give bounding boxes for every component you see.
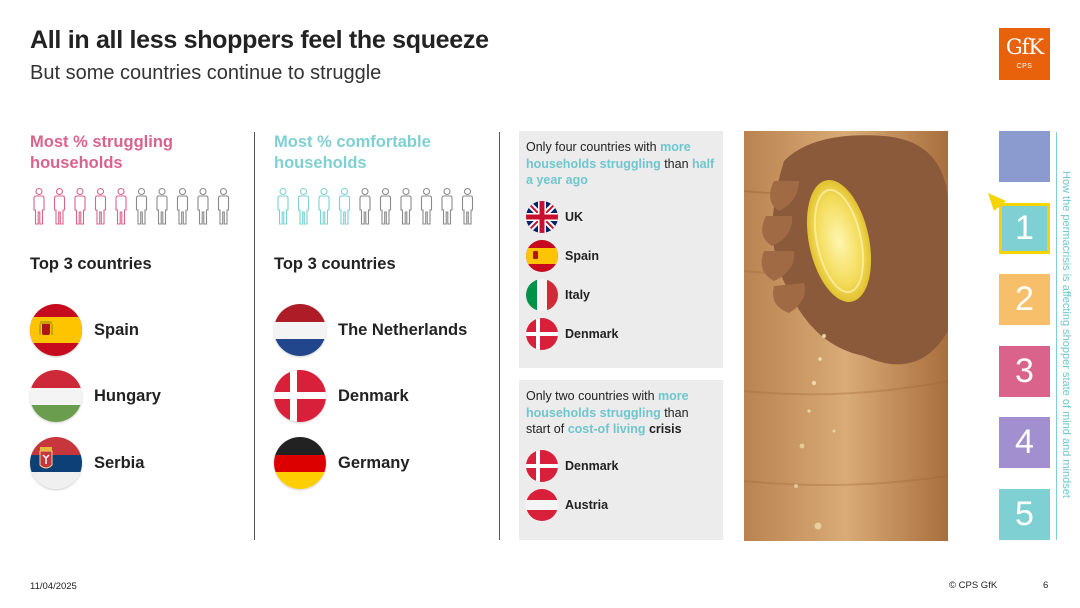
footer-date: 11/04/2025 (30, 581, 77, 592)
box-country-italy: Italy (526, 279, 590, 311)
struggling-country-spain: Spain (30, 304, 139, 356)
info-box-text: Only four countries with more households… (526, 140, 715, 187)
person-icon (461, 187, 474, 225)
nav-section-4[interactable]: 4 (999, 417, 1050, 468)
italy-flag-icon (526, 279, 558, 311)
box-country-denmark: Denmark (526, 318, 619, 350)
person-icon (277, 187, 289, 225)
info-box-cost-of-living: Only two countries with more households … (519, 380, 723, 540)
country-name: Spain (565, 249, 600, 263)
person-icon (359, 187, 371, 225)
comfortable-country-denmark: Denmark (274, 370, 409, 422)
box-country-spain: Spain (526, 240, 599, 272)
struggling-column: Most % struggling households Top 3 count… (30, 132, 260, 542)
person-icon (156, 187, 168, 225)
person-icon (53, 187, 66, 225)
person-icon (338, 187, 351, 225)
lemon-squeeze-photo (744, 131, 948, 541)
comfortable-people-pictogram (277, 187, 474, 225)
netherlands-flag-icon (274, 304, 326, 356)
country-name: Denmark (565, 327, 619, 341)
country-name: Denmark (565, 459, 619, 473)
nav-section-1[interactable]: 1 (999, 203, 1050, 254)
hungary-flag-icon (30, 370, 82, 422)
person-icon (297, 187, 310, 225)
gfk-logo: GfK CPS (999, 28, 1050, 80)
box-country-uk: UK (526, 201, 583, 233)
person-icon (197, 187, 209, 225)
nav-section-intro[interactable] (999, 131, 1050, 182)
comfortable-column: Most % comfortable households Top 3 coun… (274, 132, 504, 542)
info-box-half-year: Only four countries with more households… (519, 131, 723, 368)
footer-copyright: © CPS GfK (949, 580, 998, 591)
germany-flag-icon (274, 437, 326, 489)
denmark-flag-icon (526, 318, 558, 350)
box-country-austria: Austria (526, 489, 608, 521)
struggling-country-serbia: Serbia (30, 437, 144, 489)
nav-vertical-line (1056, 132, 1057, 540)
person-icon (420, 187, 433, 225)
serbia-flag-icon (30, 437, 82, 489)
page-title: All in all less shoppers feel the squeez… (30, 26, 489, 54)
column-divider (254, 132, 255, 540)
person-icon (135, 187, 148, 225)
person-icon (33, 187, 45, 225)
person-icon (74, 187, 86, 225)
country-name: Serbia (94, 453, 145, 472)
page-number: 6 (1043, 580, 1049, 591)
logo-subtext: CPS (1016, 63, 1033, 70)
country-name: The Netherlands (338, 320, 468, 339)
denmark-flag-icon (526, 450, 558, 482)
nav-section-2[interactable]: 2 (999, 274, 1050, 325)
nav-section-5[interactable]: 5 (999, 489, 1050, 540)
person-icon (94, 187, 107, 225)
struggling-people-pictogram (33, 187, 230, 225)
nav-vertical-caption: How the permacrisis is affecting shopper… (1060, 171, 1072, 498)
comfortable-heading: Most % comfortable households (274, 133, 431, 172)
struggling-top3-label: Top 3 countries (30, 255, 152, 273)
person-icon (176, 187, 189, 225)
person-icon (217, 187, 230, 225)
country-name: Hungary (94, 386, 161, 405)
comfortable-country-netherlands: The Netherlands (274, 304, 467, 356)
info-box-text: Only two countries with more households … (526, 389, 689, 436)
comfortable-country-germany: Germany (274, 437, 410, 489)
current-section-pointer-icon (988, 193, 1006, 211)
person-icon (115, 187, 127, 225)
austria-flag-icon (526, 489, 558, 521)
column-divider (499, 132, 500, 540)
box-country-denmark: Denmark (526, 450, 619, 482)
person-icon (318, 187, 330, 225)
uk-flag-icon (526, 201, 558, 233)
comfortable-top3-label: Top 3 countries (274, 255, 396, 273)
country-name: Germany (338, 453, 410, 472)
country-name: Austria (565, 498, 609, 512)
country-name: Denmark (338, 386, 409, 405)
country-name: UK (565, 210, 584, 224)
logo-text: GfK (1005, 35, 1044, 59)
struggling-heading: Most % struggling households (30, 133, 173, 172)
spain-flag-icon (526, 240, 558, 272)
nav-section-3[interactable]: 3 (999, 346, 1050, 397)
person-icon (441, 187, 453, 225)
spain-flag-icon (30, 304, 82, 356)
country-name: Spain (94, 320, 139, 339)
struggling-country-hungary: Hungary (30, 370, 161, 422)
person-icon (400, 187, 412, 225)
person-icon (379, 187, 392, 225)
page-subtitle: But some countries continue to struggle (30, 62, 382, 84)
country-name: Italy (565, 288, 591, 302)
denmark-flag-icon (274, 370, 326, 422)
